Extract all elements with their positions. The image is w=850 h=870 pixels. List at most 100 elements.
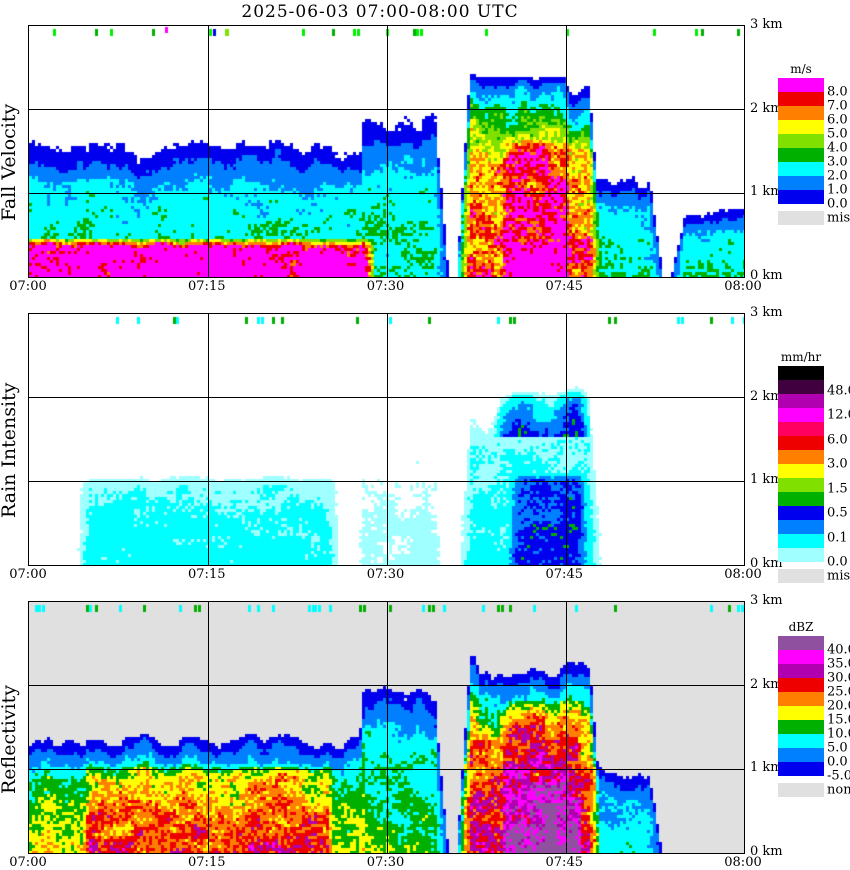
y-tick-label: 0 km — [750, 844, 783, 859]
colorbar-tick-label: 5.0 — [827, 740, 848, 756]
colorbar-swatch — [778, 478, 824, 492]
colorbar-missing-swatch — [778, 783, 824, 797]
colorbar-tick-label: 35.0 — [827, 656, 850, 672]
colorbar-missing-label: none — [827, 782, 850, 798]
colorbar-tick-label: 0.0 — [827, 754, 848, 770]
y-tick-label: 3 km — [750, 305, 783, 320]
x-tick-label: 07:45 — [545, 855, 583, 870]
panel-label-fall-velocity: Fall Velocity — [0, 103, 20, 221]
colorbar-swatch — [778, 380, 824, 394]
panel-label-reflectivity: Reflectivity — [0, 685, 20, 795]
colorbar-tick-label: 1.0 — [827, 182, 848, 198]
colorbar-tick-label: 8.0 — [827, 84, 848, 100]
colorbar-tick-label: 0.0 — [827, 196, 848, 212]
colorbar-swatch — [778, 134, 824, 148]
colorbar-tick-label: 2.0 — [827, 168, 848, 184]
colorbar-missing-label: miss — [827, 210, 850, 226]
colorbar-swatch — [778, 92, 824, 106]
x-tick-label: 07:00 — [9, 279, 47, 294]
reflectivity-plot-canvas — [29, 602, 744, 853]
colorbar-swatch — [778, 450, 824, 464]
colorbar-swatch — [778, 422, 824, 436]
x-tick-label: 07:45 — [545, 279, 583, 294]
colorbar-swatch — [778, 706, 824, 720]
colorbar-swatch — [778, 678, 824, 692]
page-title: 2025-06-03 07:00-08:00 UTC — [241, 2, 519, 22]
x-tick-label: 07:30 — [366, 279, 405, 294]
x-tick-label: 08:00 — [724, 567, 762, 582]
colorbar-tick-label: 10.0 — [827, 726, 850, 742]
colorbar-swatch — [778, 506, 824, 520]
x-tick-label: 07:30 — [366, 855, 405, 870]
colorbar-unit-rain-intensity: mm/hr — [780, 350, 822, 364]
y-tick-label: 2 km — [750, 388, 783, 404]
colorbar-swatch — [778, 748, 824, 762]
y-tick-label: 1 km — [750, 184, 783, 200]
x-tick-label: 07:00 — [9, 855, 47, 870]
colorbar-swatches-reflectivity: 40.035.030.025.020.015.010.05.00.0-5.0 — [778, 636, 850, 784]
rain-intensity-plot-canvas — [29, 314, 744, 565]
colorbar-swatches-fall-velocity: 8.0 7.0 6.0 5.0 4.0 3.0 2.0 1.0 0.0 — [778, 78, 848, 212]
colorbar-tick-label: 7.0 — [827, 98, 848, 114]
colorbar-tick-label: 40.0 — [827, 642, 850, 658]
colorbar-swatch — [778, 534, 824, 548]
colorbar-swatch — [778, 162, 824, 176]
colorbar-swatch — [778, 436, 824, 450]
colorbar-swatch — [778, 120, 824, 134]
y-tick-label: 0 km — [750, 556, 783, 571]
colorbar-swatch — [778, 464, 824, 478]
colorbar-swatch — [778, 520, 824, 534]
colorbar-missing-reflectivity: none — [778, 782, 850, 798]
colorbar-unit-fall-velocity: m/s — [790, 62, 812, 76]
colorbar-tick-label: 15.0 — [827, 712, 850, 728]
colorbar-swatches-rain-intensity: 48.0 12.0 6.0 3.0 1.5 0.5 0.1 0.0 — [778, 366, 850, 570]
colorbar-tick-label: -5.0 — [827, 768, 850, 784]
colorbar-swatch — [778, 176, 824, 190]
panel-rain-intensity[interactable] — [28, 313, 745, 566]
colorbar-missing-fall-velocity: miss — [778, 210, 850, 226]
colorbar-swatch — [778, 636, 824, 650]
colorbar-swatch — [778, 762, 824, 776]
colorbar-rain-intensity: mm/hr 48.0 12.0 6.0 3.0 1.5 0.5 0.1 0.0 miss — [778, 350, 850, 584]
panel-fall-velocity[interactable] — [28, 25, 745, 278]
colorbar-swatch — [778, 664, 824, 678]
panel-reflectivity[interactable] — [28, 601, 745, 854]
colorbar-tick-label: 0.0 — [827, 554, 848, 570]
colorbar-swatch — [778, 408, 824, 422]
y-tick-label: 1 km — [750, 760, 783, 776]
y-tick-label: 3 km — [750, 17, 783, 32]
x-tick-label: 07:30 — [366, 567, 405, 582]
fall-velocity-plot-canvas — [29, 26, 744, 277]
x-tick-label: 08:00 — [724, 855, 762, 870]
colorbar-tick-label: 48.0 — [827, 383, 850, 398]
colorbar-fall-velocity: m/s 8.07.06.05.04.03.02.01.00.0 miss — [778, 62, 850, 226]
colorbar-tick-label: 5.0 — [827, 126, 848, 142]
colorbar-tick-label: 12.0 — [827, 407, 850, 423]
colorbar-tick-label: 0.1 — [827, 530, 848, 545]
colorbar-swatch — [778, 650, 824, 664]
colorbar-swatch — [778, 106, 824, 120]
colorbar-missing-label: miss — [827, 568, 850, 584]
colorbar-swatch — [778, 78, 824, 92]
colorbar-tick-label: 0.5 — [827, 505, 848, 521]
colorbar-swatch — [778, 720, 824, 734]
x-tick-label: 07:15 — [188, 567, 226, 582]
colorbar-swatch — [778, 148, 824, 162]
x-tick-label: 07:15 — [188, 855, 226, 870]
colorbar-missing-rain-intensity: miss — [778, 568, 850, 584]
colorbar-unit-reflectivity: dBZ — [788, 620, 814, 634]
colorbar-swatch — [778, 190, 824, 204]
colorbar-tick-label: 4.0 — [827, 140, 848, 156]
colorbar-missing-swatch — [778, 211, 824, 225]
colorbar-swatch — [778, 548, 824, 562]
colorbar-tick-label: 6.0 — [827, 112, 848, 128]
x-tick-label: 07:15 — [188, 279, 226, 294]
x-tick-label: 08:00 — [724, 279, 762, 294]
colorbar-tick-label: 6.0 — [827, 432, 848, 447]
colorbar-missing-swatch — [778, 569, 824, 583]
x-tick-label: 07:00 — [9, 567, 47, 582]
colorbar-tick-label: 3.0 — [827, 154, 848, 170]
y-tick-label: 2 km — [750, 100, 783, 116]
colorbar-reflectivity: dBZ 40.035.030.025.020.015.010.05.00.0-5… — [778, 620, 850, 798]
colorbar-swatch — [778, 734, 824, 748]
